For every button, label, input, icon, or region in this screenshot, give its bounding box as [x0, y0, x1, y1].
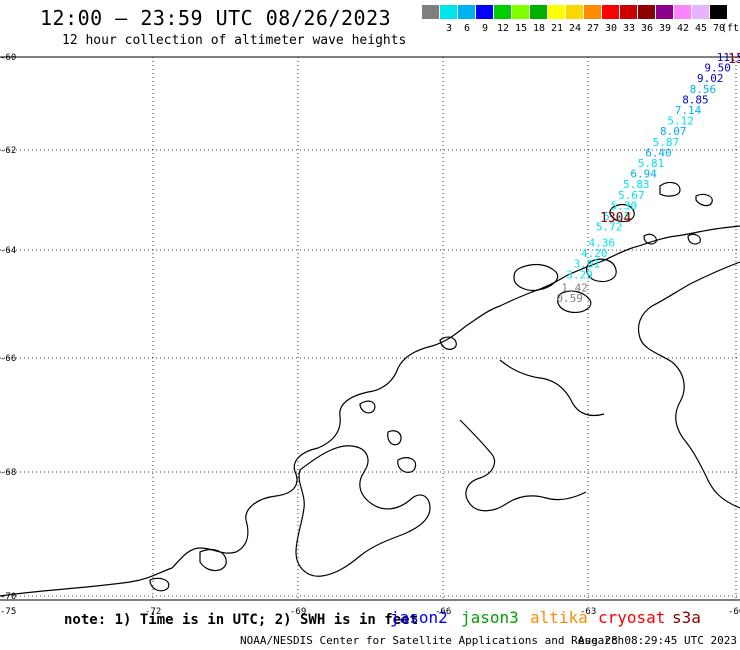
lon-tick-label: -66: [435, 607, 451, 617]
legend-swatch: [674, 5, 691, 19]
wave-height-value: 5.03: [603, 210, 630, 223]
legend-label: 9: [481, 23, 489, 34]
wave-height-value: 3.29: [566, 268, 593, 281]
lat-tick-label: -60: [0, 53, 16, 63]
legend-label: 30: [604, 23, 618, 34]
satellite-name-jason2: jason2: [390, 608, 448, 627]
legend-swatch: [638, 5, 655, 19]
map-frame: [0, 56, 740, 601]
wave-height-value: 8.85: [682, 93, 709, 106]
legend-swatch: [656, 5, 673, 19]
legend-swatch: [566, 5, 583, 19]
legend-label: 24: [568, 23, 582, 34]
lat-tick-label: -68: [0, 468, 16, 478]
lat-tick-label: -66: [0, 354, 16, 364]
wave-height-value: 11.53: [717, 51, 740, 64]
legend-swatch: [710, 5, 727, 19]
lon-tick-label: -60: [728, 607, 740, 617]
wave-height-value: 5.67: [618, 189, 645, 202]
graticule: -60 -62 -64 -66 -68 -70 -75 -72 -69 -66 -63 -60: [0, 53, 740, 617]
legend-swatch: [548, 5, 565, 19]
credit-line: NOAA/NESDIS Center for Satellite Applica…: [240, 634, 625, 647]
wave-height-value: 3.01: [574, 258, 601, 271]
coastline: [0, 181, 740, 597]
satellite-name-altika: altika: [530, 608, 588, 627]
legend-label: 18: [532, 23, 546, 34]
wave-height-value: 5.12: [667, 115, 694, 128]
wave-height-value: 9.50: [704, 62, 731, 75]
legend-swatch: [494, 5, 511, 19]
wave-height-value: 5.30: [611, 199, 638, 212]
lon-tick-label: -63: [580, 607, 596, 617]
satellite-name-cryosat: cryosat: [598, 608, 666, 627]
wave-height-value: 5.87: [653, 136, 680, 149]
legend-label: 42: [676, 23, 690, 34]
wave-height-value: 4.36: [588, 237, 615, 250]
legend-swatch: [692, 5, 709, 19]
satellite-name-jason3: jason3: [461, 608, 519, 627]
lat-tick-label: -70: [0, 592, 16, 602]
legend-label: 39: [658, 23, 672, 34]
legend-swatch: [440, 5, 457, 19]
legend-label: 70: [712, 23, 726, 34]
lon-tick-label: -72: [145, 607, 161, 617]
legend-label: 36: [640, 23, 654, 34]
lon-tick-label: -69: [290, 607, 306, 617]
legend-swatch: [512, 5, 529, 19]
legend-label: 21: [550, 23, 564, 34]
legend-swatch: [422, 5, 439, 19]
legend-label: 3: [445, 23, 453, 34]
legend-label: 12: [496, 23, 510, 34]
footnote: note: 1) Time is in UTC; 2) SWH is in fe…: [64, 612, 419, 628]
legend-swatch: [530, 5, 547, 19]
map-title: 12:00 – 23:59 UTC 08/26/2023: [40, 6, 392, 30]
wave-height-value: 0.59: [556, 292, 583, 305]
legend-swatch: [584, 5, 601, 19]
wave-height-value: 5.72: [596, 221, 623, 234]
legend-swatch: [458, 5, 475, 19]
wave-height-value: 8.56: [690, 83, 717, 96]
track-time-label: 1304: [600, 211, 631, 226]
legend-label: 45: [694, 23, 708, 34]
legend-label: 27: [586, 23, 600, 34]
legend-swatch: [602, 5, 619, 19]
wave-height-value: 6.94: [630, 168, 657, 181]
legend-unit: (ft): [720, 23, 740, 34]
wave-height-value: 1.42: [561, 282, 588, 295]
legend-swatch: [620, 5, 637, 19]
legend-swatch: [476, 5, 493, 19]
lat-tick-label: -64: [0, 246, 16, 256]
legend-label: 6: [463, 23, 471, 34]
generation-timestamp: Aug 28 08:29:45 UTC 2023: [578, 634, 737, 647]
wave-height-value: 4.20: [581, 247, 608, 260]
legend-label: 15: [514, 23, 528, 34]
satellite-name-s3a: s3a: [672, 608, 701, 627]
edge-track-label: 13: [728, 52, 740, 67]
wave-height-value: 7.14: [675, 104, 702, 117]
legend-label: 33: [622, 23, 636, 34]
wave-height-value: 8.07: [660, 125, 687, 138]
lat-tick-label: -75: [0, 607, 16, 617]
map-subtitle: 12 hour collection of altimeter wave hei…: [62, 33, 407, 48]
lat-tick-label: -62: [0, 146, 16, 156]
wave-height-observations: 11.539.509.028.568.857.145.128.075.876.4…: [556, 51, 740, 305]
wave-height-value: 5.83: [623, 178, 650, 191]
wave-height-value: 6.40: [645, 146, 672, 159]
wave-height-value: 5.81: [638, 157, 665, 170]
wave-height-value: 9.02: [697, 72, 724, 85]
